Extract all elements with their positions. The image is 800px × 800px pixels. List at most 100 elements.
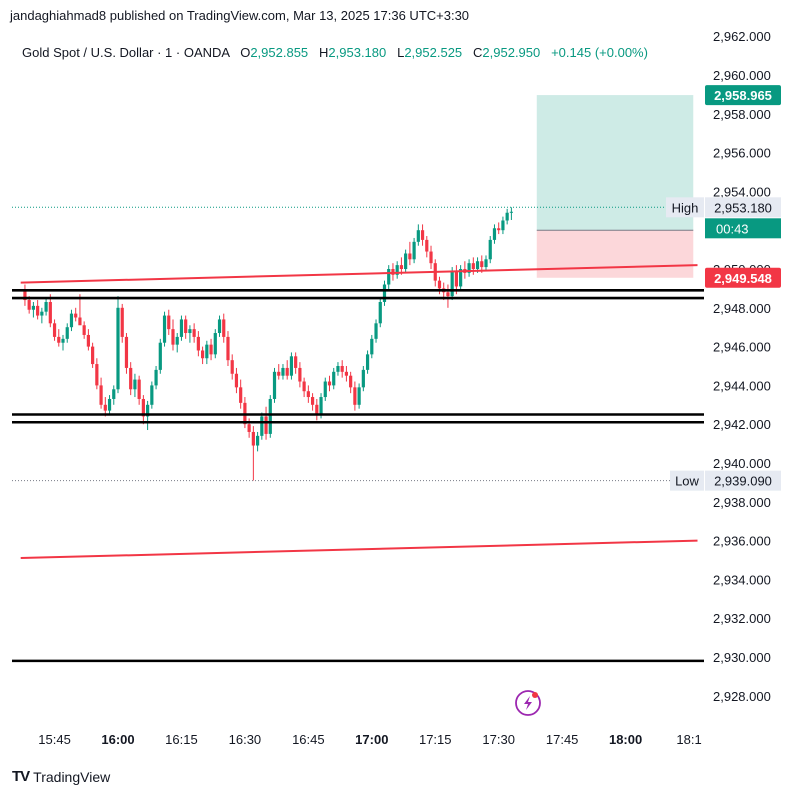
candle [260, 412, 264, 440]
candle-body [133, 379, 137, 390]
candle-body [239, 387, 243, 403]
tradingview-footer[interactable]: TV TradingView [12, 768, 110, 785]
candle [91, 342, 95, 368]
candle [344, 366, 349, 382]
candle-body [277, 371, 281, 376]
candle [412, 237, 416, 264]
countdown-badge: 00:43 [716, 221, 749, 236]
candle [404, 249, 408, 273]
open-value: 2,952.855 [250, 45, 309, 60]
candle-body [395, 265, 399, 275]
price-axis[interactable]: 2,962.000 2,960.000 2,958.000 2,956.000 2,95… [704, 0, 800, 760]
candle-body [65, 327, 69, 339]
price-tick-label: 2,960.000 [713, 68, 771, 83]
candle [99, 377, 103, 409]
candle-body [171, 329, 175, 345]
candle [509, 207, 513, 221]
candle [213, 329, 217, 359]
candle-body [425, 239, 429, 252]
candle [239, 379, 243, 409]
low-value-bg [705, 470, 781, 491]
candle-body [213, 333, 217, 355]
candle-body [188, 329, 192, 334]
drawn-levels[interactable] [12, 264, 704, 663]
candle [209, 338, 213, 361]
candle [391, 263, 395, 281]
price-axis-bg [704, 0, 800, 760]
price-tick-label: 2,958.000 [713, 107, 771, 122]
candle [124, 333, 129, 374]
candle-body [129, 367, 133, 390]
candle-body [298, 367, 302, 382]
candle-body [52, 323, 57, 337]
long-position-tool[interactable] [536, 95, 694, 278]
candle-body [247, 424, 251, 432]
candle [222, 313, 226, 343]
candle [361, 366, 365, 392]
candle-body [103, 404, 107, 411]
candle-body [255, 435, 260, 446]
candle [52, 319, 57, 341]
time-axis[interactable]: 15:45 16:00 16:15 16:30 16:45 17:00 17:15 17:30… [38, 732, 701, 747]
time-tick-label: 18:1 [676, 732, 701, 747]
candle [150, 381, 154, 409]
symbol-legend: Gold Spot / U.S. Dollar · 1 · OANDA O2,9… [22, 45, 648, 60]
low-value: 2,952.525 [404, 45, 463, 60]
candle [226, 331, 230, 366]
candle-body [184, 319, 188, 334]
candle-body [167, 315, 171, 330]
candle [357, 383, 361, 409]
candle-body [416, 230, 420, 242]
candle-body [175, 336, 179, 345]
candle [459, 265, 463, 291]
price-badges: 2,958.965 High 2,953.180 00:43 2,949.548 Low 2… [666, 85, 781, 491]
time-tick-label: 16:45 [292, 732, 325, 747]
brand-name: TradingView [33, 768, 111, 785]
price-tick-label: 2,934.000 [713, 572, 771, 587]
price-tick-label: 2,936.000 [713, 534, 771, 549]
candle [31, 301, 35, 318]
candle [492, 224, 497, 244]
candle [162, 311, 167, 347]
candle-body [95, 364, 99, 386]
candle-body [120, 307, 124, 337]
high-label: High [672, 200, 699, 215]
candle-body [412, 241, 416, 260]
price-tick-label: 2,946.000 [713, 340, 771, 355]
candle-body [505, 212, 509, 221]
candle [234, 367, 239, 394]
candle-body [179, 319, 184, 337]
candle [44, 298, 48, 316]
price-tick-label: 2,940.000 [713, 456, 771, 471]
candle-body [450, 270, 454, 297]
candle-body [281, 367, 285, 376]
candle [277, 364, 281, 380]
candle-body [99, 385, 103, 405]
candle [268, 395, 272, 438]
candle-body [107, 398, 112, 411]
candle [107, 395, 112, 415]
candle [336, 362, 340, 376]
candle [370, 334, 374, 359]
low-label-bg [670, 470, 704, 491]
candle-body [48, 301, 52, 324]
time-tick-label: 16:00 [101, 732, 134, 747]
low-label: L [397, 45, 405, 60]
candle-body [454, 270, 458, 287]
candle-body [205, 344, 209, 359]
candle-body [501, 220, 505, 231]
stop-zone [536, 230, 694, 278]
price-tick-label: 2,954.000 [713, 184, 771, 199]
candle-body [192, 329, 196, 337]
time-tick-label: 16:15 [165, 732, 198, 747]
candle-body [497, 228, 501, 231]
candle [175, 333, 179, 353]
candle-body [217, 319, 222, 334]
candle [65, 323, 69, 343]
symbol-name: Gold Spot / U.S. Dollar · 1 · OANDA [22, 45, 230, 60]
candle [497, 222, 501, 235]
lightning-icon[interactable] [515, 690, 541, 716]
candle [36, 300, 40, 320]
price-tick-label: 2,956.000 [713, 146, 771, 161]
